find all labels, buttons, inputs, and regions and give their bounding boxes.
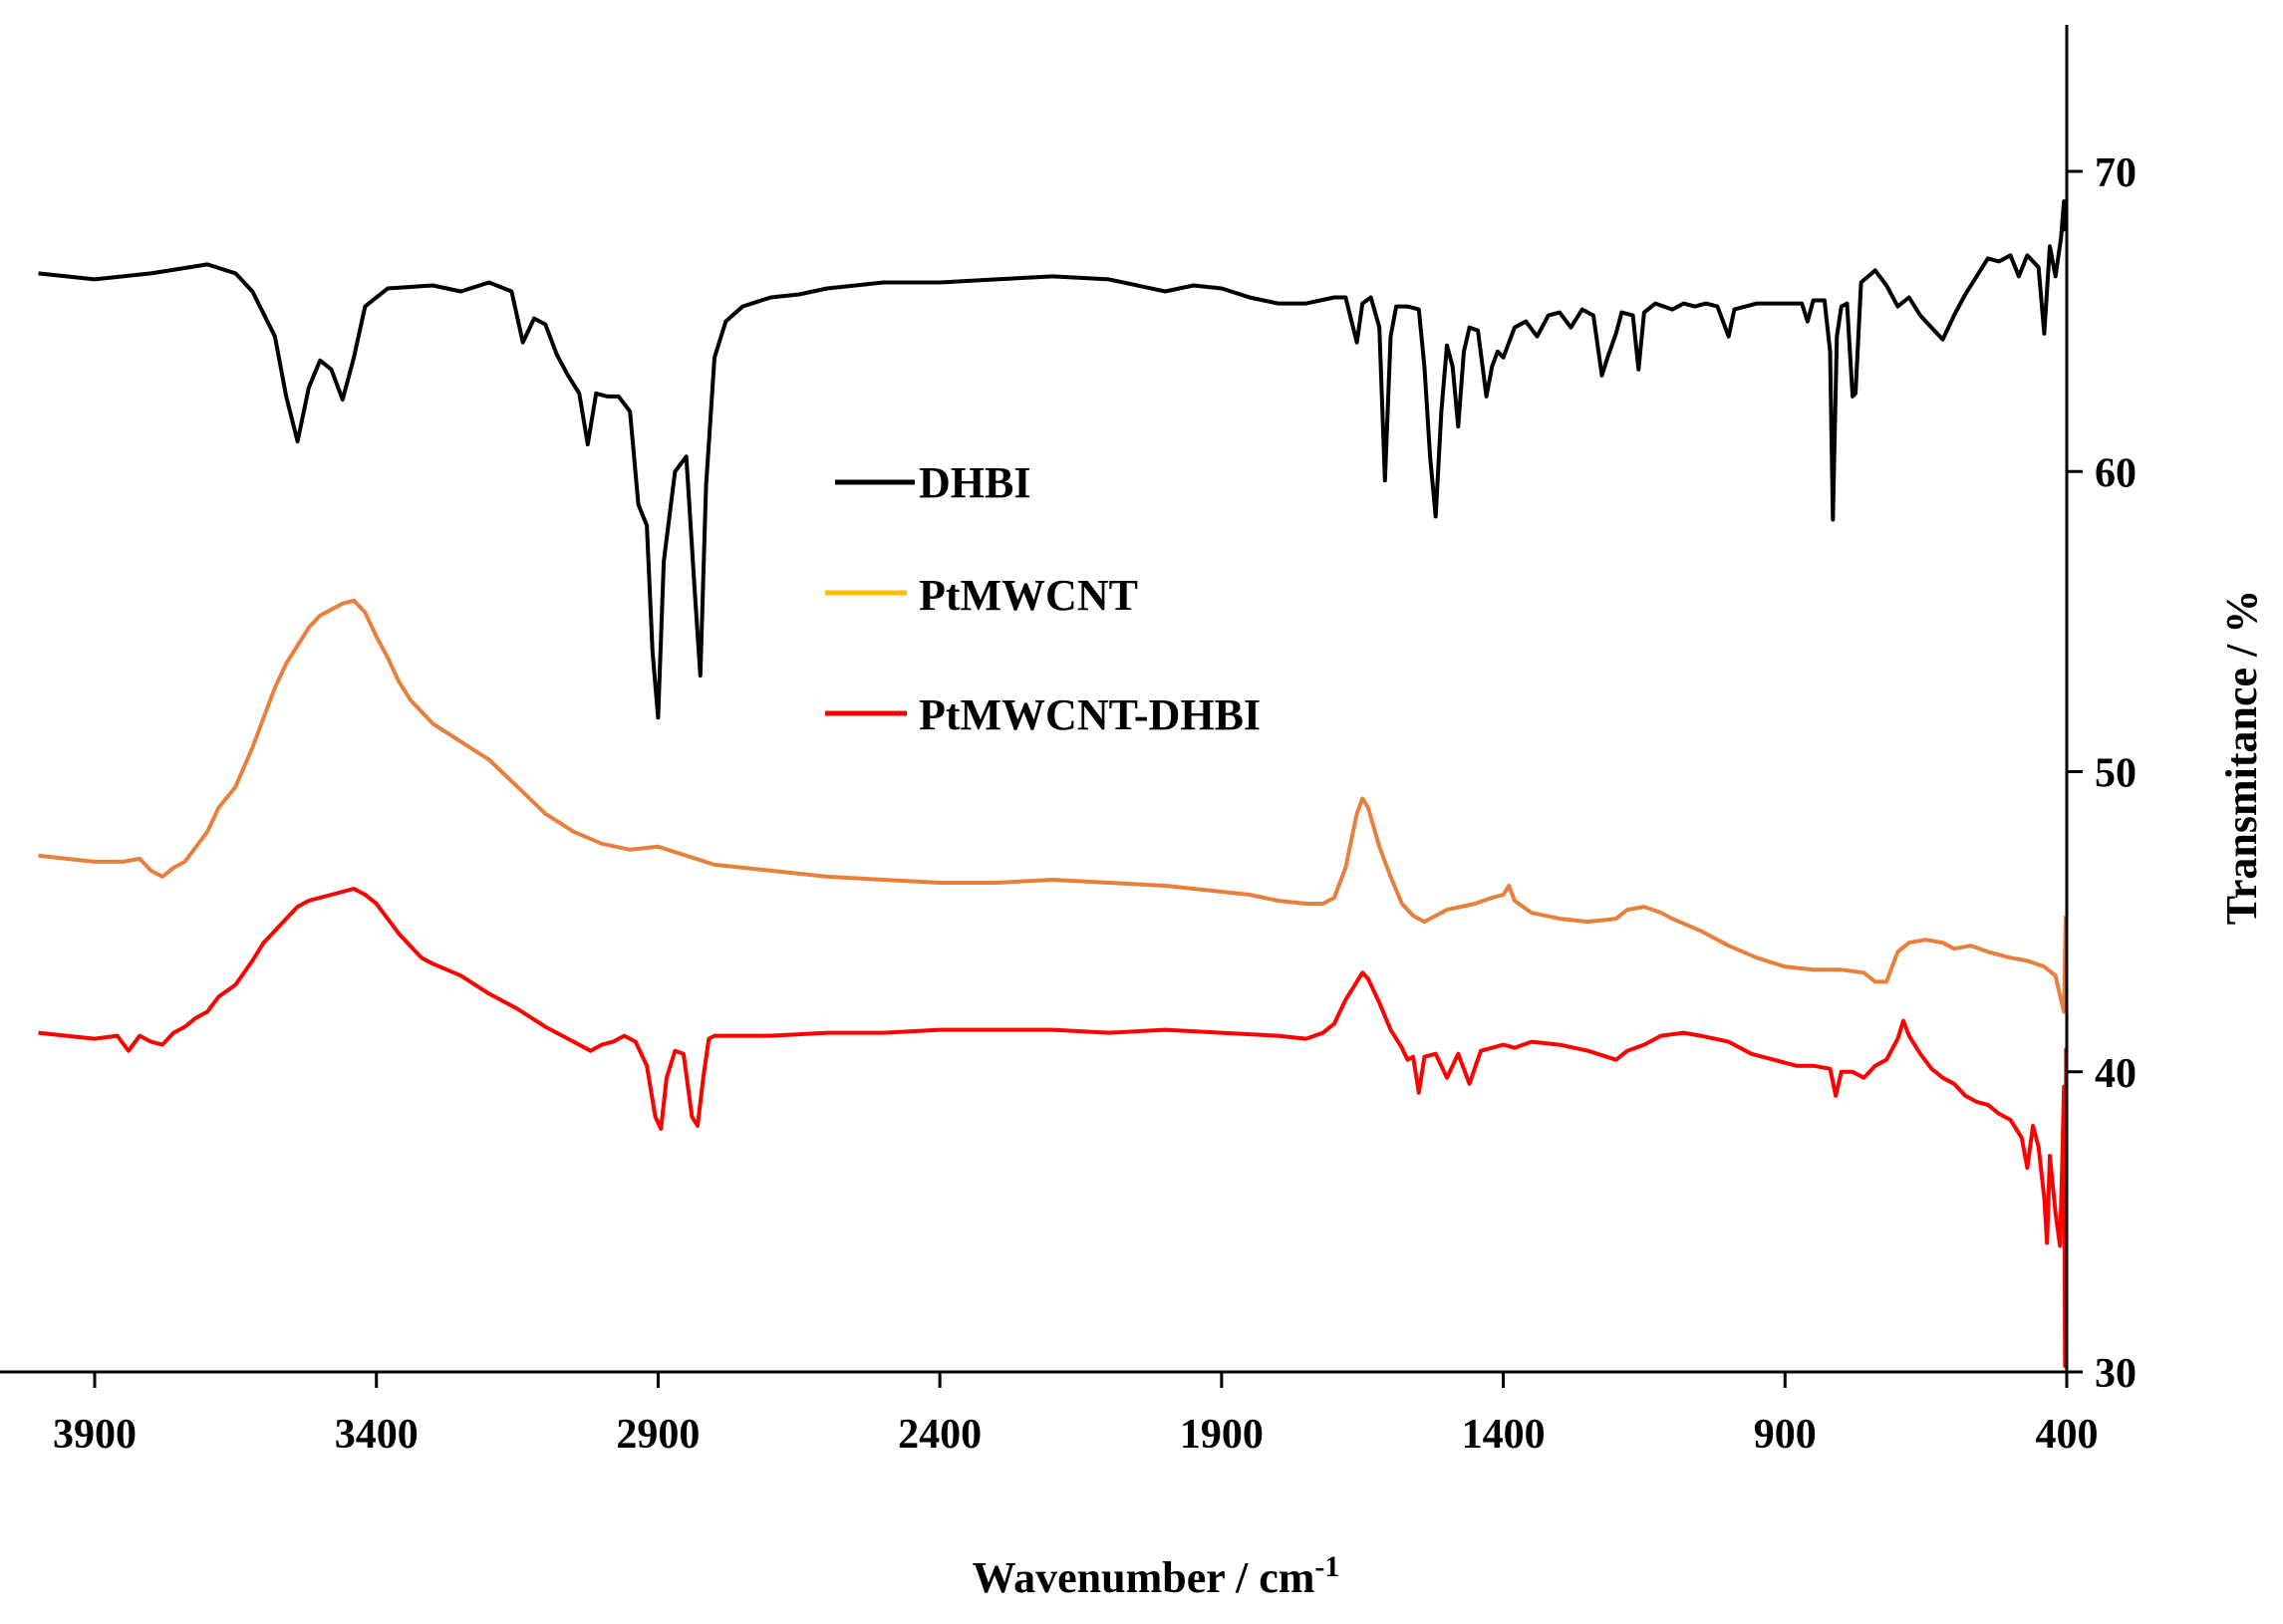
y-tick-label-30: 30 bbox=[2095, 1351, 2137, 1397]
legend-label-ptmwcnt: PtMWCNT bbox=[919, 571, 1138, 620]
x-axis-title-sup: -1 bbox=[1314, 1550, 1339, 1583]
x-tick-label-900: 900 bbox=[1754, 1412, 1817, 1458]
y-tick-label-70: 70 bbox=[2095, 150, 2137, 196]
series-line-dhbi bbox=[38, 199, 2068, 720]
series-layer bbox=[38, 199, 2069, 1368]
x-tick-label-3400: 3400 bbox=[335, 1412, 419, 1458]
x-axis-title-main: Wavenumber / cm bbox=[973, 1553, 1315, 1602]
series-line-ptmwcnt-dhbi bbox=[38, 887, 2069, 1368]
x-tick-label-2400: 2400 bbox=[898, 1412, 982, 1458]
y-tick-label-50: 50 bbox=[2095, 751, 2137, 797]
x-tick-label-1400: 1400 bbox=[1462, 1412, 1546, 1458]
axes-layer bbox=[0, 25, 2069, 1374]
x-tick-label-400: 400 bbox=[2036, 1412, 2099, 1458]
legend-label-dhbi: DHBI bbox=[919, 458, 1030, 507]
legend: DHBI PtMWCNT PtMWCNT-DHBI bbox=[825, 458, 1261, 739]
y-tick-label-60: 60 bbox=[2095, 450, 2137, 496]
series-line-ptmwcnt bbox=[38, 598, 2068, 1014]
legend-label-ptmwcnt-dhbi: PtMWCNT-DHBI bbox=[919, 690, 1261, 739]
x-tick-label-1900: 1900 bbox=[1180, 1412, 1264, 1458]
x-tick-label-2900: 2900 bbox=[616, 1412, 700, 1458]
y-axis-title: Transmitance / % bbox=[2217, 590, 2266, 926]
x-tick-label-3900: 3900 bbox=[53, 1412, 137, 1458]
ticks-layer: 3900 3400 2900 2400 1900 1400 900 400 30 40 50 60 70 bbox=[53, 150, 2137, 1458]
x-axis-title: Wavenumber / cm-1 bbox=[973, 1550, 1340, 1602]
y-tick-label-40: 40 bbox=[2095, 1051, 2137, 1097]
